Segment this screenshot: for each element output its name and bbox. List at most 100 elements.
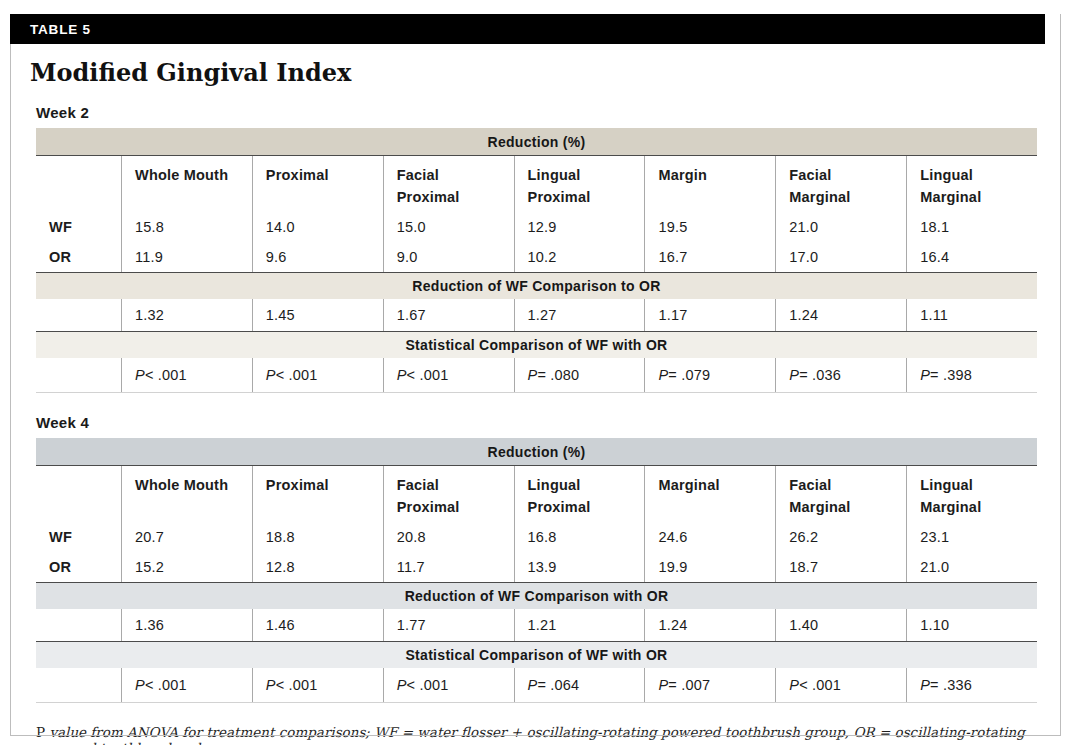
value-cell: 13.9 bbox=[514, 552, 645, 582]
table-row-pvalues: P < .001P < .001P < .001P = .080P = .079… bbox=[36, 358, 1037, 392]
value-cell: 20.8 bbox=[383, 522, 514, 552]
value-cell: 16.7 bbox=[644, 242, 775, 272]
pvalue-cell: P = .007 bbox=[644, 668, 775, 702]
week2-section: Week 2 Reduction (%) Whole MouthProximal… bbox=[0, 104, 1071, 393]
value-cell: 21.0 bbox=[775, 212, 906, 242]
pvalue-cell: P < .001 bbox=[252, 668, 383, 702]
table-row-wf: WF 20.718.820.816.824.626.223.1 bbox=[36, 522, 1037, 552]
row-label-empty bbox=[36, 668, 121, 702]
ratio-band: Reduction of WF Comparison with OR bbox=[36, 583, 1037, 609]
pvalue-cell: P = .080 bbox=[514, 358, 645, 392]
value-cell: 17.0 bbox=[775, 242, 906, 272]
pvalue-cell: P < .001 bbox=[383, 358, 514, 392]
value-cell: 18.1 bbox=[906, 212, 1037, 242]
ratio-rowgroup: 1.361.461.771.211.241.401.10 bbox=[36, 609, 1037, 642]
table-row-or: OR 11.99.69.010.216.717.016.4 bbox=[36, 242, 1037, 272]
value-cell: 15.8 bbox=[121, 212, 252, 242]
table-row-wf: WF 15.814.015.012.919.521.018.1 bbox=[36, 212, 1037, 242]
table-row-ratio: 1.321.451.671.271.171.241.11 bbox=[36, 299, 1037, 331]
value-cell: 16.8 bbox=[514, 522, 645, 552]
column-header: Proximal bbox=[252, 156, 383, 212]
value-cell: 21.0 bbox=[906, 552, 1037, 582]
column-header: Whole Mouth bbox=[121, 466, 252, 522]
table-number-label: TABLE 5 bbox=[30, 22, 91, 37]
column-header-row: Whole MouthProximalFacial ProximalLingua… bbox=[36, 466, 1037, 522]
column-header: Lingual Proximal bbox=[514, 466, 645, 522]
reduction-rowgroup: Whole MouthProximalFacial Proximal Lingua… bbox=[36, 156, 1037, 273]
column-header: Lingual Marginal bbox=[906, 156, 1037, 212]
ratio-cell: 1.36 bbox=[121, 609, 252, 641]
ratio-cell: 1.11 bbox=[906, 299, 1037, 331]
value-cell: 19.5 bbox=[644, 212, 775, 242]
column-header-row: Whole MouthProximalFacial Proximal Lingua… bbox=[36, 156, 1037, 212]
value-cell: 12.8 bbox=[252, 552, 383, 582]
column-header: Marginal bbox=[644, 466, 775, 522]
footnote-lead: P bbox=[36, 724, 45, 740]
pvalue-cell: P = .398 bbox=[906, 358, 1037, 392]
ratio-cell: 1.67 bbox=[383, 299, 514, 331]
table-row-pvalues: P < .001P < .001P < .001P = .064P = .007… bbox=[36, 668, 1037, 702]
table-row-ratio: 1.361.461.771.211.241.401.10 bbox=[36, 609, 1037, 641]
value-cell: 9.0 bbox=[383, 242, 514, 272]
value-cell: 23.1 bbox=[906, 522, 1037, 552]
pvalue-cell: P = .079 bbox=[644, 358, 775, 392]
value-cell: 18.8 bbox=[252, 522, 383, 552]
column-header: Facial Proximal bbox=[383, 466, 514, 522]
corner-cell bbox=[36, 156, 121, 212]
ratio-cell: 1.46 bbox=[252, 609, 383, 641]
pvalue-cell: P < .001 bbox=[775, 668, 906, 702]
reduction-rowgroup: Whole MouthProximalFacial ProximalLingua… bbox=[36, 466, 1037, 583]
column-header: Whole Mouth bbox=[121, 156, 252, 212]
ratio-cell: 1.40 bbox=[775, 609, 906, 641]
pvalue-cell: P < .001 bbox=[383, 668, 514, 702]
row-label-or: OR bbox=[36, 242, 121, 272]
value-cell: 11.9 bbox=[121, 242, 252, 272]
ratio-cell: 1.27 bbox=[514, 299, 645, 331]
column-header: Facial Proximal bbox=[383, 156, 514, 212]
table-row-or: OR 15.212.811.713.919.918.721.0 bbox=[36, 552, 1037, 582]
page-edge-rule-bottom bbox=[10, 735, 1061, 736]
row-label-empty bbox=[36, 609, 121, 641]
table-title: Modified Gingival Index bbox=[30, 59, 1071, 87]
pvalue-cell: P = .064 bbox=[514, 668, 645, 702]
ratio-cell: 1.10 bbox=[906, 609, 1037, 641]
pvalue-cell: P < .001 bbox=[121, 358, 252, 392]
reduction-percent-band: Reduction (%) bbox=[36, 128, 1037, 156]
ratio-band: Reduction of WF Comparison to OR bbox=[36, 273, 1037, 299]
ratio-cell: 1.21 bbox=[514, 609, 645, 641]
ratio-cell: 1.32 bbox=[121, 299, 252, 331]
week2-label: Week 2 bbox=[36, 104, 1071, 121]
row-label-empty bbox=[36, 299, 121, 331]
column-header: Proximal bbox=[252, 466, 383, 522]
value-cell: 24.6 bbox=[644, 522, 775, 552]
value-cell: 11.7 bbox=[383, 552, 514, 582]
page-edge-rule-left bbox=[10, 14, 11, 736]
value-cell: 15.2 bbox=[121, 552, 252, 582]
value-cell: 19.9 bbox=[644, 552, 775, 582]
table-figure: Modified Gingival Index Week 2 Reduction… bbox=[0, 0, 1071, 745]
column-header: Lingual Marginal bbox=[906, 466, 1037, 522]
reduction-percent-band: Reduction (%) bbox=[36, 438, 1037, 466]
column-header: Margin bbox=[644, 156, 775, 212]
week2-table: Reduction (%) Whole MouthProximalFacial … bbox=[36, 128, 1037, 393]
page-edge-rule-right bbox=[1060, 14, 1061, 736]
week4-label: Week 4 bbox=[36, 414, 1071, 431]
ratio-cell: 1.24 bbox=[644, 609, 775, 641]
ratio-cell: 1.24 bbox=[775, 299, 906, 331]
value-cell: 9.6 bbox=[252, 242, 383, 272]
value-cell: 18.7 bbox=[775, 552, 906, 582]
row-label-or: OR bbox=[36, 552, 121, 582]
pvalue-cell: P = .336 bbox=[906, 668, 1037, 702]
ratio-cell: 1.77 bbox=[383, 609, 514, 641]
value-cell: 12.9 bbox=[514, 212, 645, 242]
row-label-wf: WF bbox=[36, 522, 121, 552]
stat-rowgroup: P < .001P < .001P < .001P = .080P = .079… bbox=[36, 358, 1037, 393]
column-header: Facial Marginal bbox=[775, 466, 906, 522]
row-label-empty bbox=[36, 358, 121, 392]
pvalue-cell: P = .036 bbox=[775, 358, 906, 392]
week4-section: Week 4 Reduction (%) Whole MouthProximal… bbox=[0, 414, 1071, 703]
column-header: Facial Marginal bbox=[775, 156, 906, 212]
value-cell: 14.0 bbox=[252, 212, 383, 242]
value-cell: 20.7 bbox=[121, 522, 252, 552]
pvalue-cell: P < .001 bbox=[121, 668, 252, 702]
